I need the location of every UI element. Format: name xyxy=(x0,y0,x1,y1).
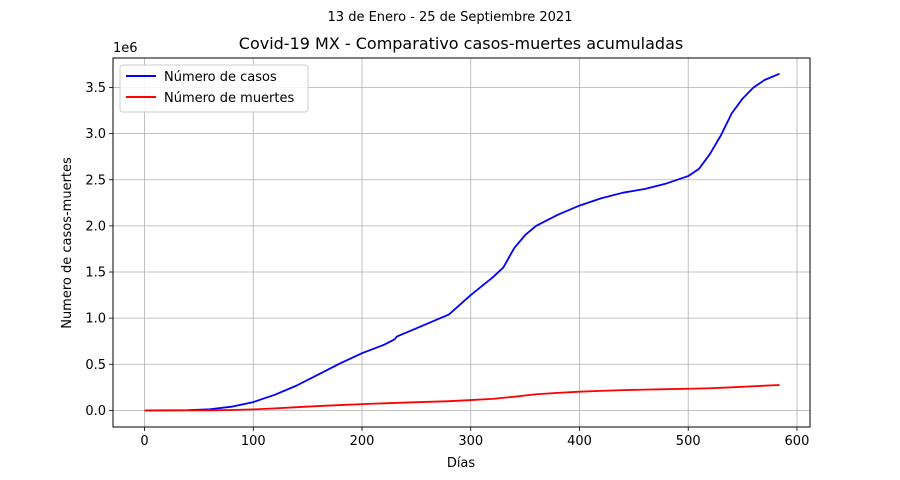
y-tick-label: 2.0 xyxy=(85,219,106,234)
x-tick-label: 0 xyxy=(140,434,148,449)
legend-label-casos: Número de casos xyxy=(164,70,277,85)
y-ticks: 0.0 0.5 1.0 1.5 2.0 2.5 3.0 3.5 xyxy=(85,81,113,419)
x-axis-label: Días xyxy=(447,456,476,471)
plot-frame xyxy=(112,57,811,428)
x-tick-label: 400 xyxy=(567,434,592,449)
y-tick-label: 3.5 xyxy=(85,81,106,96)
grid xyxy=(113,58,810,427)
x-tick-label: 500 xyxy=(676,434,701,449)
y-tick-label: 1.0 xyxy=(85,312,106,327)
x-ticks: 0 100 200 300 400 500 600 xyxy=(140,427,809,449)
y-tick-label: 0.0 xyxy=(85,404,106,419)
y-axis-label: Numero de casos-muertes xyxy=(60,157,75,329)
series-line-muertes xyxy=(144,384,780,412)
x-tick-label: 300 xyxy=(458,434,483,449)
x-tick-label: 100 xyxy=(241,434,266,449)
y-tick-label: 1.5 xyxy=(85,266,106,281)
series-lines xyxy=(144,72,780,412)
x-tick-label: 600 xyxy=(785,434,810,449)
legend: Número de casos Número de muertes xyxy=(119,64,309,113)
y-offset-label: 1e6 xyxy=(113,41,138,56)
y-tick-label: 2.5 xyxy=(85,173,106,188)
chart-suptitle: 13 de Enero - 25 de Septiembre 2021 xyxy=(328,10,573,25)
x-tick-label: 200 xyxy=(350,434,375,449)
legend-box xyxy=(119,64,309,113)
series-line-casos xyxy=(144,72,780,412)
y-tick-label: 3.0 xyxy=(85,127,106,142)
legend-label-muertes: Número de muertes xyxy=(164,91,294,106)
chart-title: Covid-19 MX - Comparativo casos-muertes … xyxy=(239,34,683,53)
y-tick-label: 0.5 xyxy=(85,358,106,373)
